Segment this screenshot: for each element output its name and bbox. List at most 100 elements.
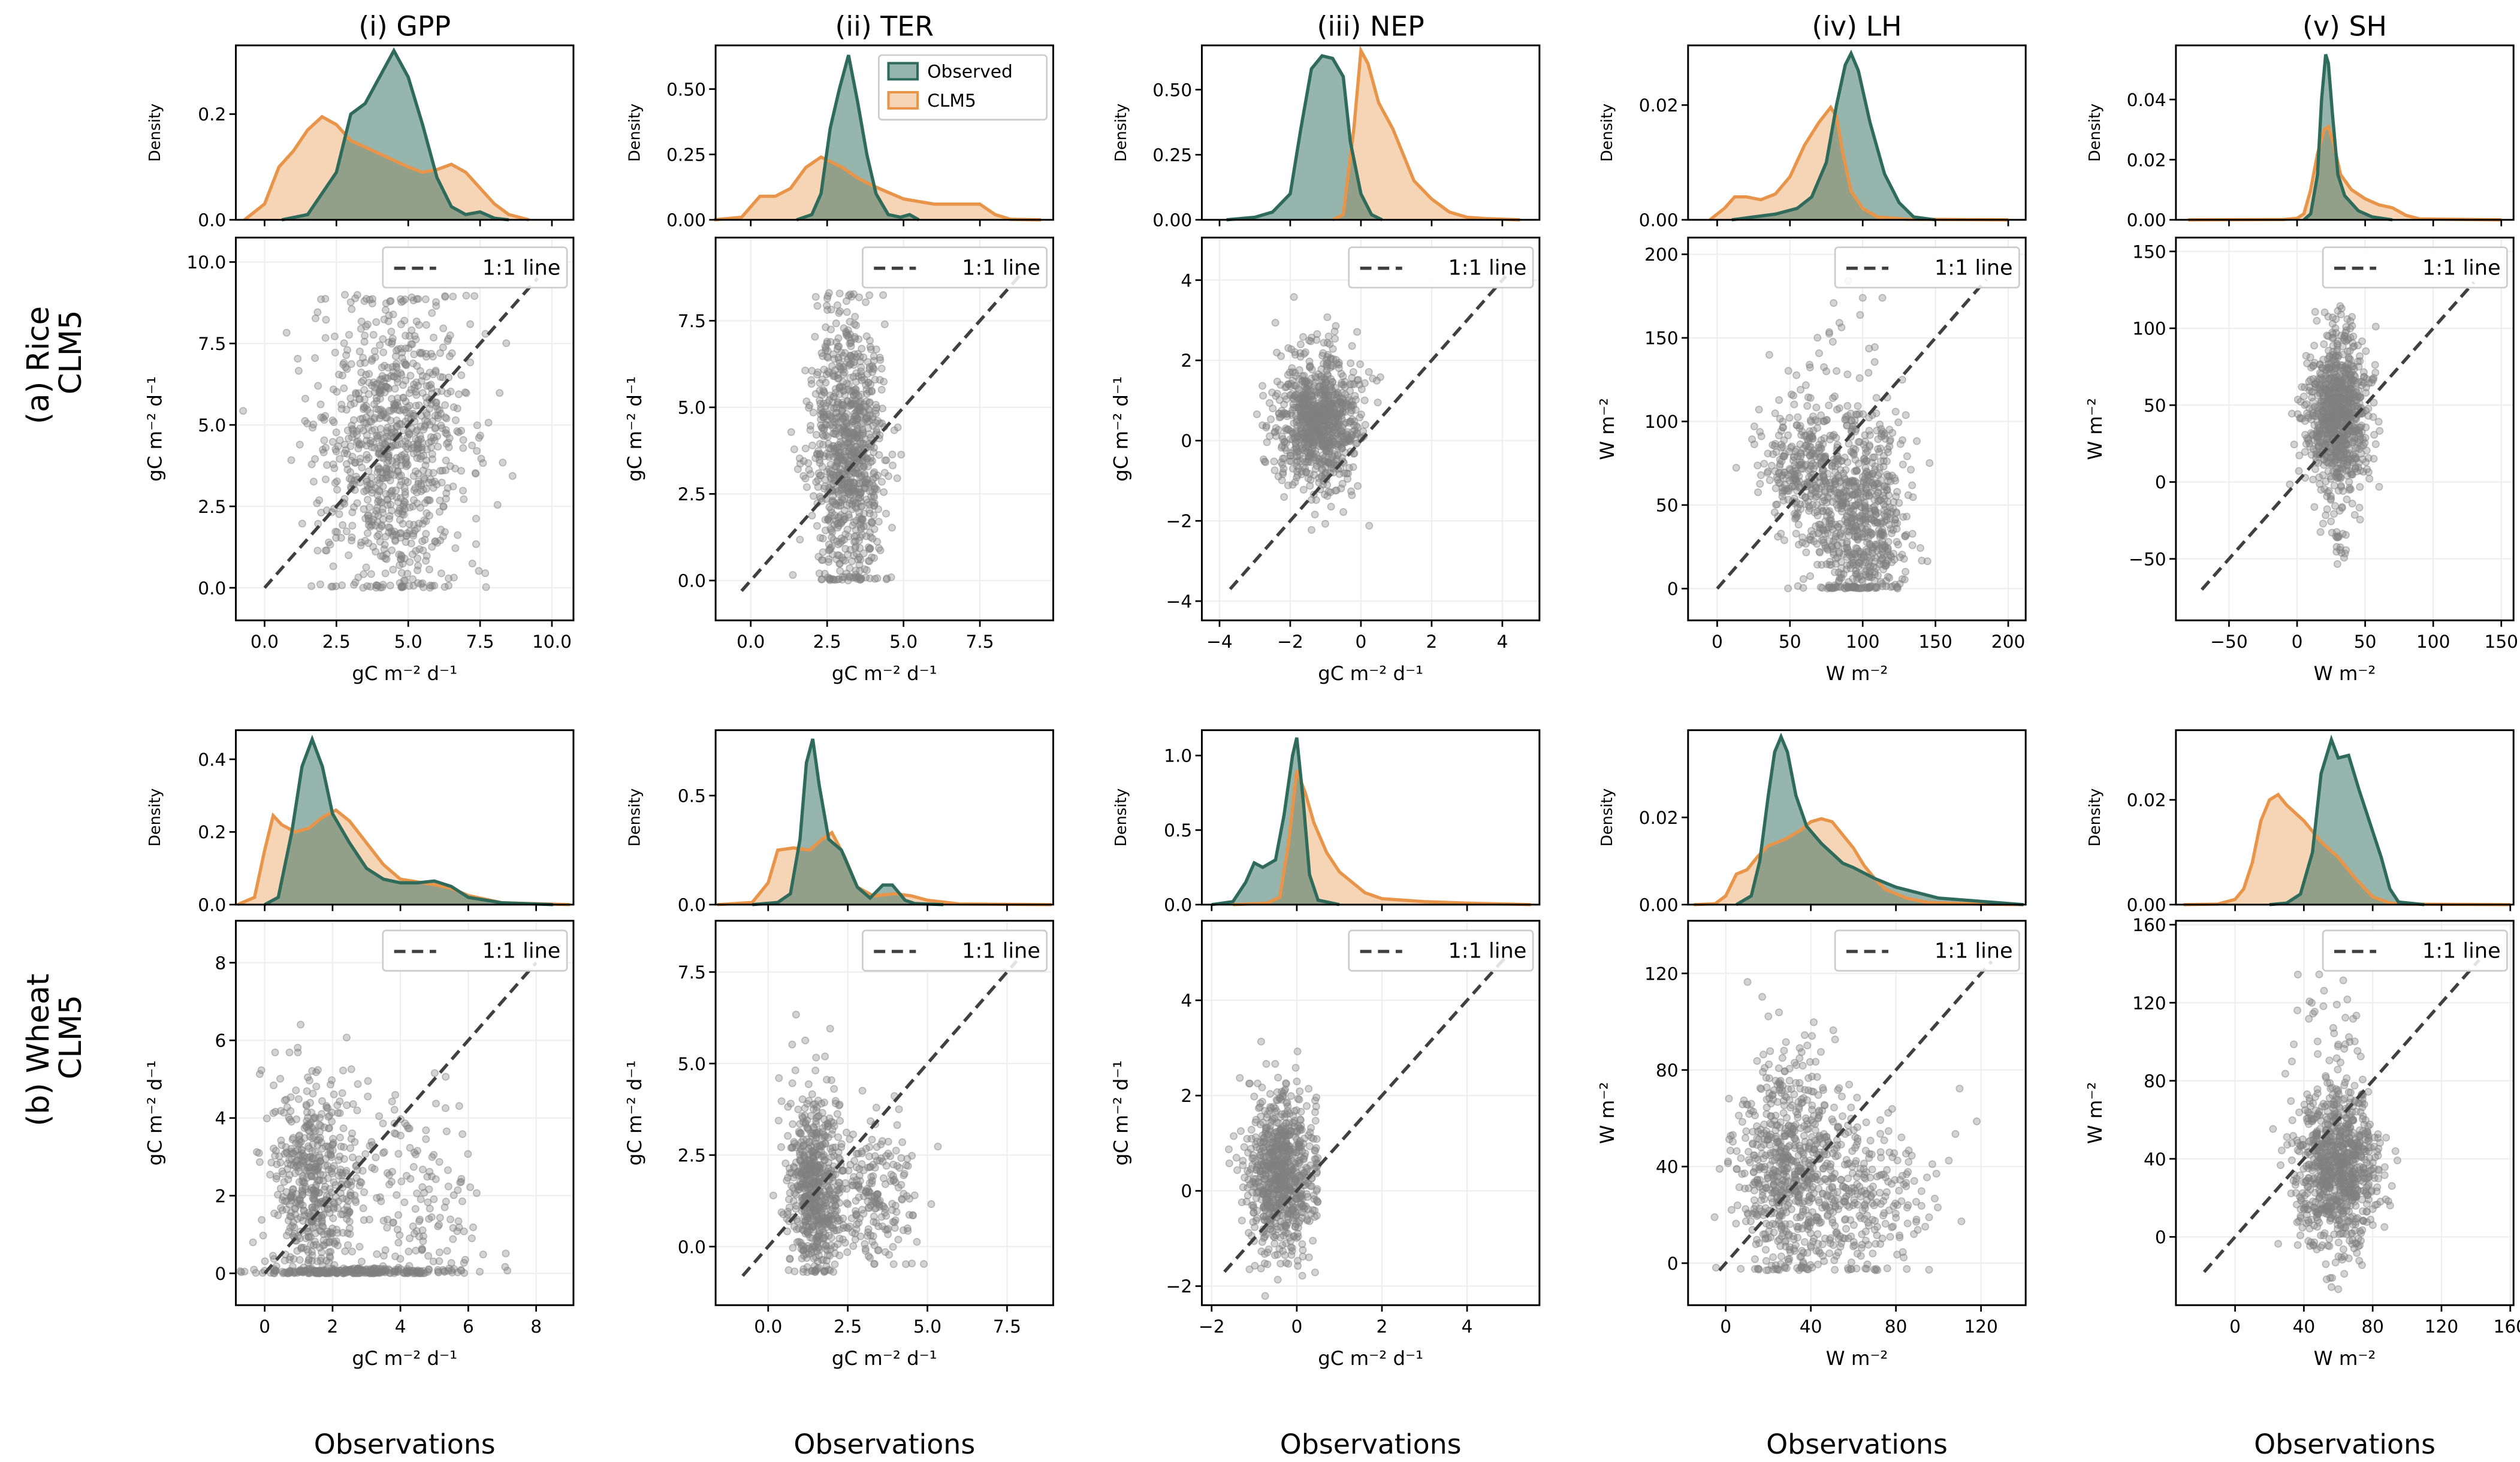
scatter-point — [2345, 486, 2353, 494]
scatter-legend: 1:1 line — [382, 246, 568, 289]
scatter-point — [1757, 471, 1765, 479]
scatter-point — [379, 434, 388, 443]
scatter-point — [1342, 432, 1350, 440]
density-y-tick-label: 0.02 — [1639, 95, 1679, 116]
scatter-point — [384, 424, 392, 431]
clm5-density-line — [243, 114, 530, 222]
scatter-point — [1302, 468, 1311, 476]
scatter-point — [328, 438, 337, 446]
scatter-point — [1888, 558, 1896, 566]
scatter-point — [412, 401, 420, 410]
scatter-point — [1340, 469, 1348, 478]
scatter-point — [397, 369, 405, 377]
scatter-point — [397, 569, 406, 577]
scatter-point — [1269, 404, 1277, 413]
scatter-point — [1259, 382, 1267, 390]
x-tick-label: 7.5 — [466, 631, 494, 652]
scatter-point — [1881, 542, 1889, 551]
scatter-point — [2358, 455, 2367, 464]
scatter-point — [1755, 406, 1763, 414]
scatter-point — [313, 546, 322, 555]
scatter-point — [428, 543, 436, 551]
scatter-point — [409, 296, 418, 304]
scatter-point — [387, 407, 395, 415]
scatter-point — [336, 436, 344, 445]
scatter-point — [855, 335, 863, 343]
scatter-point — [473, 421, 481, 430]
scatter-point — [822, 431, 830, 439]
scatter-point — [819, 534, 827, 543]
scatter-point — [441, 401, 449, 409]
scatter-point — [1803, 401, 1812, 410]
scatter-point — [2347, 385, 2355, 393]
scatter-point — [2331, 324, 2340, 333]
scatter-point — [856, 412, 864, 421]
x-tick-label: 0.0 — [737, 631, 765, 652]
scatter-point — [874, 518, 883, 526]
scatter-point — [379, 409, 388, 417]
scatter-point — [848, 557, 856, 566]
scatter-point — [1815, 548, 1824, 556]
scatter-point — [1815, 490, 1823, 499]
scatter-point — [396, 561, 404, 569]
scatter-point — [813, 522, 821, 530]
scatter-point — [1267, 415, 1275, 424]
scatter-point — [2349, 362, 2358, 370]
scatter-point — [1792, 513, 1800, 522]
scatter-point — [2358, 428, 2366, 436]
row-label: (a) Rice — [20, 306, 56, 424]
scatter-point — [827, 325, 835, 334]
scatter-point — [326, 540, 334, 549]
scatter-point — [445, 574, 453, 582]
scatter-point — [1339, 420, 1348, 428]
scatter-point — [2317, 374, 2325, 382]
scatter-point — [359, 584, 367, 592]
scatter-point — [1842, 493, 1851, 501]
scatter-point — [1902, 411, 1910, 419]
scatter-point — [846, 546, 855, 554]
scatter-point — [422, 557, 430, 565]
scatter-point — [361, 536, 369, 545]
scatter-point — [1875, 448, 1884, 456]
scatter-point — [836, 567, 844, 575]
scatter-point — [864, 424, 873, 432]
scatter-point — [2335, 473, 2343, 481]
scatter-point — [2290, 440, 2298, 449]
scatter-point — [1862, 449, 1870, 457]
scatter-point — [2309, 397, 2317, 406]
scatter-point — [410, 350, 418, 358]
scatter-point — [1825, 401, 1833, 410]
scatter-point — [379, 335, 387, 343]
x-axis-label: gC m⁻² d⁻¹ — [832, 662, 937, 685]
scatter-point — [1353, 328, 1361, 336]
scatter-point — [416, 504, 424, 512]
scatter-legend: 1:1 line — [2322, 246, 2508, 289]
scatter-point — [441, 292, 449, 301]
scatter-point — [1835, 319, 1843, 327]
scatter-point — [1804, 497, 1812, 506]
scatter-point — [831, 511, 839, 519]
scatter-point — [416, 367, 424, 375]
y-axis-label: W m⁻² — [2084, 398, 2106, 460]
scatter-point — [883, 574, 891, 582]
scatter-point — [440, 583, 449, 591]
scatter-point — [1806, 572, 1815, 580]
scatter-point — [1290, 293, 1298, 301]
scatter-point — [1797, 505, 1805, 513]
y-tick-label: 7.5 — [198, 333, 226, 354]
scatter-point — [468, 441, 476, 449]
scatter-point — [1311, 465, 1320, 473]
scatter-point — [1894, 418, 1903, 427]
scatter-point — [415, 545, 424, 553]
scatter-point — [367, 570, 375, 578]
scatter-point — [2302, 440, 2310, 448]
x-tick-label: 100 — [1846, 631, 1880, 652]
scatter-point — [1870, 358, 1879, 366]
scatter-point — [865, 291, 874, 300]
scatter-point — [2368, 375, 2376, 383]
scatter-point — [414, 579, 422, 587]
scatter-point — [365, 370, 373, 378]
